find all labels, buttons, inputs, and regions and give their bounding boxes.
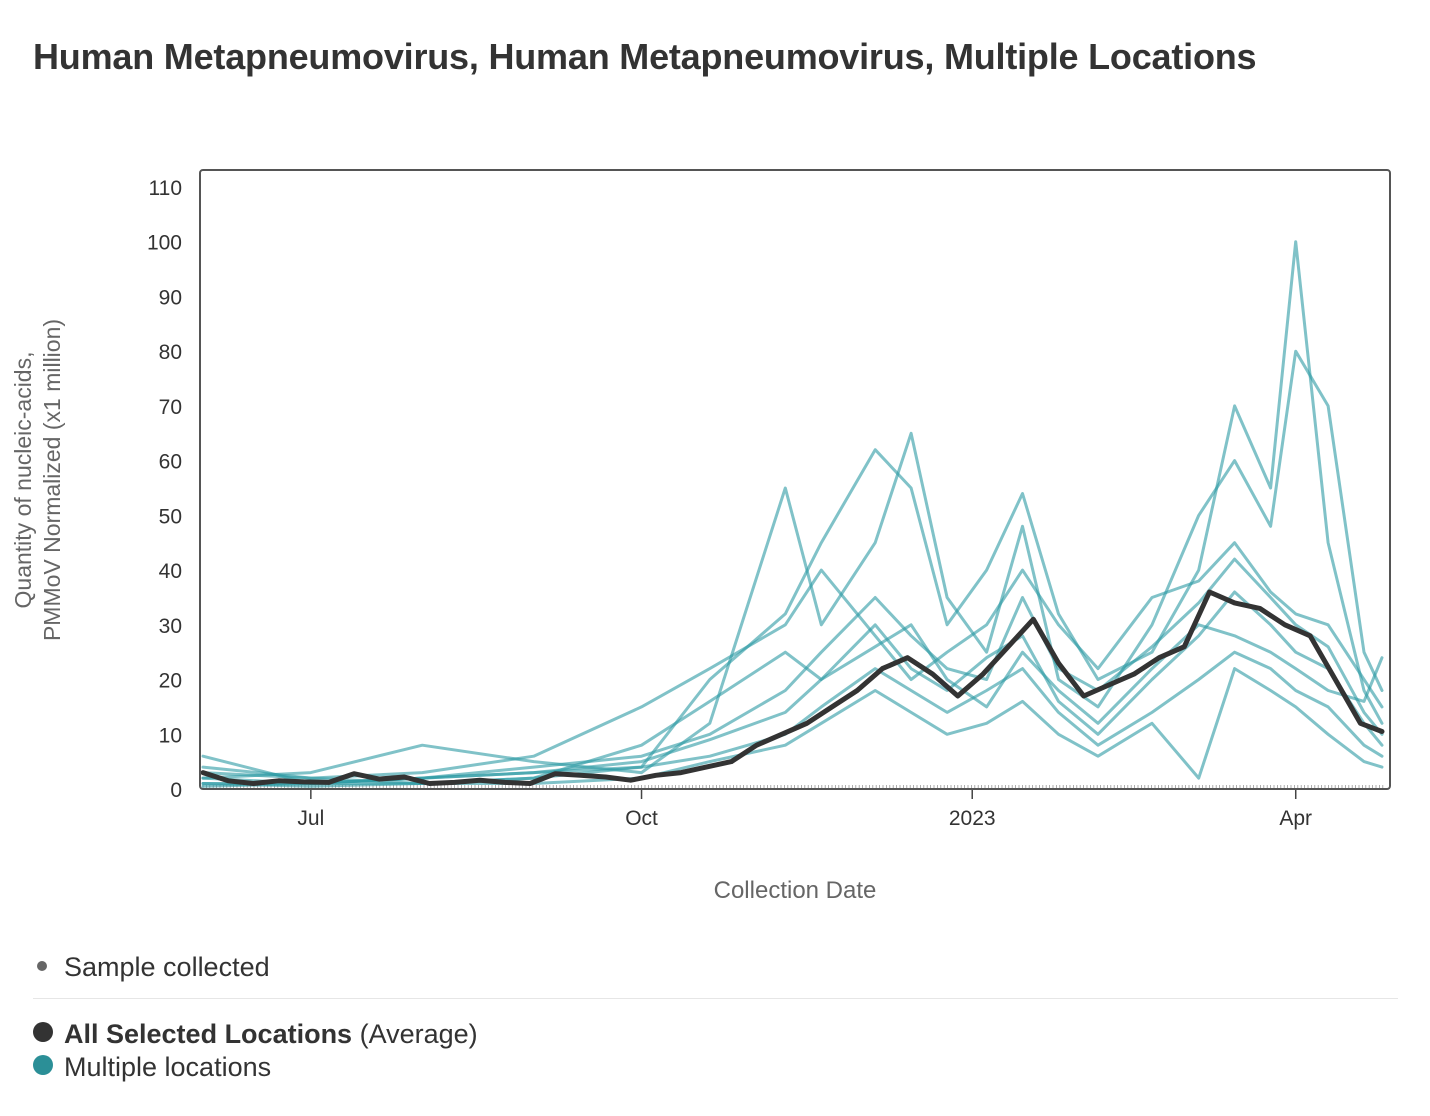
location-series-line <box>201 590 1384 785</box>
y-tick-label: 0 <box>170 779 182 802</box>
location-series-line <box>201 650 1384 788</box>
average-series-line <box>200 589 1385 786</box>
locations-dot-icon <box>33 1054 53 1075</box>
y-tick-label: 90 <box>159 286 182 309</box>
location-series-line <box>201 349 1384 780</box>
legend-divider <box>33 998 1398 999</box>
location-series-line <box>201 667 1384 788</box>
legend-sample-label: Sample collected <box>64 952 270 982</box>
y-axis-title-line-2: PMMoV Normalized (x1 million) <box>39 319 65 641</box>
y-tick-label: 30 <box>159 615 182 638</box>
x-tick-label: Apr <box>1279 807 1312 830</box>
x-axis-title: Collection Date <box>714 877 877 904</box>
y-tick-label: 70 <box>159 396 182 419</box>
legend-locations[interactable]: Multiple locations <box>33 1052 271 1083</box>
legend-sample: Sample collected <box>33 952 270 983</box>
y-tick-label: 10 <box>159 724 182 747</box>
legend-locations-label: Multiple locations <box>64 1052 272 1082</box>
average-dot-icon <box>33 1021 53 1042</box>
y-tick-label: 50 <box>159 505 182 528</box>
legend-average[interactable]: All Selected Locations (Average) <box>33 1019 478 1050</box>
y-axis-title: Quantity of nucleic-acids, PMMoV Normali… <box>10 319 65 641</box>
y-tick-label: 40 <box>159 560 182 583</box>
plot-frame <box>199 169 1391 790</box>
x-tick-label: Jul <box>297 807 324 830</box>
y-axis-title-line-1: Quantity of nucleic-acids, <box>10 352 36 609</box>
x-tick-label: 2023 <box>949 807 996 830</box>
y-tick-label: 20 <box>159 670 182 693</box>
x-tick-label: Oct <box>625 807 658 830</box>
location-series-line <box>201 541 1384 780</box>
legend-average-suffix: (Average) <box>359 1019 478 1049</box>
location-series-line <box>201 557 1384 785</box>
y-tick-label: 80 <box>159 341 182 364</box>
y-tick-label: 100 <box>147 232 182 255</box>
y-tick-label: 60 <box>159 451 182 474</box>
y-tick-label: 110 <box>149 177 182 200</box>
chart: Quantity of nucleic-acids, PMMoV Normali… <box>10 169 1391 904</box>
sample-dot-icon <box>37 960 47 971</box>
page-title: Human Metapneumovirus, Human Metapneumov… <box>33 36 1257 77</box>
location-series-line <box>201 623 1384 785</box>
legend-average-label: All Selected Locations <box>64 1019 353 1049</box>
